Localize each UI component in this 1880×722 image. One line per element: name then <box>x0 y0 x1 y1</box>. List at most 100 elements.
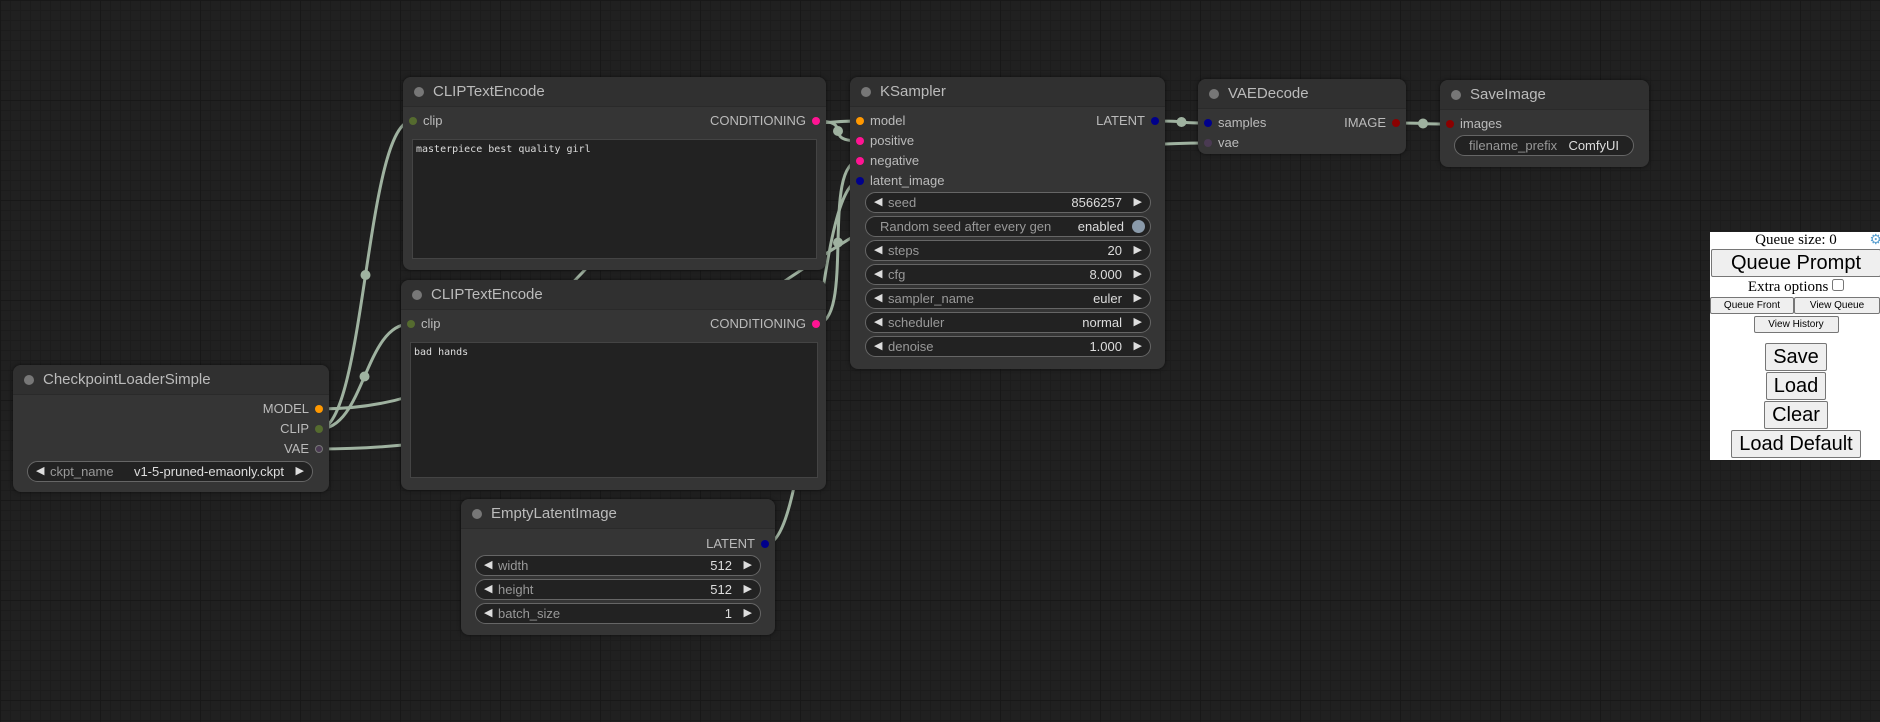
arrow-right-icon[interactable]: ▶ <box>295 465 304 477</box>
vae-decode-node[interactable]: VAEDecode samples vae IMAGE <box>1198 79 1406 154</box>
batch-size-widget[interactable]: ◀ batch_size 1 ▶ <box>475 603 761 624</box>
output-latent[interactable]: LATENT <box>1096 113 1165 129</box>
input-clip[interactable]: clip <box>403 113 443 129</box>
arrow-left-icon[interactable]: ◀ <box>874 244 883 256</box>
checkpoint-loader-node[interactable]: CheckpointLoaderSimple MODEL CLIP VAE ◀ c… <box>13 365 329 492</box>
arrow-right-icon[interactable]: ▶ <box>1133 244 1142 256</box>
arrow-left-icon[interactable]: ◀ <box>874 316 883 328</box>
slot-dot-icon[interactable] <box>856 157 864 165</box>
slot-dot-icon[interactable] <box>761 540 769 548</box>
input-vae[interactable]: vae <box>1198 135 1239 151</box>
input-negative[interactable]: negative <box>850 153 919 169</box>
toggle-knob-icon[interactable] <box>1132 220 1145 233</box>
slot-dot-icon[interactable] <box>856 117 864 125</box>
denoise-widget[interactable]: ◀ denoise 1.000 ▶ <box>865 336 1151 357</box>
slot-dot-icon[interactable] <box>409 117 417 125</box>
node-title[interactable]: VAEDecode <box>1198 79 1406 109</box>
slot-dot-icon[interactable] <box>1151 117 1159 125</box>
node-title[interactable]: CLIPTextEncode <box>401 280 826 310</box>
slot-dot-icon[interactable] <box>407 320 415 328</box>
collapse-dot-icon[interactable] <box>861 87 871 97</box>
height-widget[interactable]: ◀ height 512 ▶ <box>475 579 761 600</box>
width-widget[interactable]: ◀ width 512 ▶ <box>475 555 761 576</box>
cfg-widget[interactable]: ◀ cfg 8.000 ▶ <box>865 264 1151 285</box>
slot-dot-icon[interactable] <box>856 177 864 185</box>
input-images[interactable]: images <box>1440 116 1502 132</box>
arrow-left-icon[interactable]: ◀ <box>874 196 883 208</box>
load-default-button[interactable]: Load Default <box>1731 430 1861 458</box>
arrow-right-icon[interactable]: ▶ <box>1133 316 1142 328</box>
collapse-dot-icon[interactable] <box>1451 90 1461 100</box>
arrow-left-icon[interactable]: ◀ <box>874 292 883 304</box>
arrow-left-icon[interactable]: ◀ <box>484 559 493 571</box>
link-midpoint-handle[interactable] <box>360 270 371 280</box>
input-model[interactable]: model <box>850 113 905 129</box>
load-button[interactable]: Load <box>1766 372 1826 400</box>
slot-dot-icon[interactable] <box>1204 139 1212 147</box>
collapse-dot-icon[interactable] <box>412 290 422 300</box>
clear-button[interactable]: Clear <box>1764 401 1828 429</box>
prompt-textarea[interactable]: masterpiece best quality girl <box>412 139 817 259</box>
arrow-right-icon[interactable]: ▶ <box>1133 196 1142 208</box>
slot-dot-icon[interactable] <box>856 137 864 145</box>
collapse-dot-icon[interactable] <box>414 87 424 97</box>
input-clip[interactable]: clip <box>401 316 441 332</box>
input-latent-image[interactable]: latent_image <box>850 173 944 189</box>
link-midpoint-handle[interactable] <box>833 126 843 136</box>
ksampler-node[interactable]: KSampler model positive negative latent_… <box>850 77 1165 369</box>
output-image[interactable]: IMAGE <box>1344 115 1406 131</box>
output-conditioning[interactable]: CONDITIONING <box>710 113 826 129</box>
seed-widget[interactable]: ◀ seed 8566257 ▶ <box>865 192 1151 213</box>
extra-options-checkbox[interactable] <box>1832 279 1845 291</box>
collapse-dot-icon[interactable] <box>1209 89 1219 99</box>
link-midpoint-handle[interactable] <box>1418 118 1428 129</box>
slot-dot-icon[interactable] <box>1392 119 1400 127</box>
link-midpoint-handle[interactable] <box>833 237 843 248</box>
sampler-name-widget[interactable]: ◀ sampler_name euler ▶ <box>865 288 1151 309</box>
arrow-right-icon[interactable]: ▶ <box>743 583 752 595</box>
view-queue-button[interactable]: View Queue <box>1794 297 1880 314</box>
node-title[interactable]: CLIPTextEncode <box>403 77 826 107</box>
arrow-left-icon[interactable]: ◀ <box>36 465 45 477</box>
arrow-left-icon[interactable]: ◀ <box>874 268 883 280</box>
arrow-right-icon[interactable]: ▶ <box>743 559 752 571</box>
save-button[interactable]: Save <box>1765 343 1827 371</box>
scheduler-widget[interactable]: ◀ scheduler normal ▶ <box>865 312 1151 333</box>
output-vae[interactable]: VAE <box>284 441 329 457</box>
arrow-right-icon[interactable]: ▶ <box>1133 268 1142 280</box>
queue-front-button[interactable]: Queue Front <box>1710 297 1794 314</box>
view-history-button[interactable]: View History <box>1753 316 1839 333</box>
link-midpoint-handle[interactable] <box>1176 117 1187 127</box>
save-image-node[interactable]: SaveImage images filename_prefix ComfyUI <box>1440 80 1649 167</box>
slot-dot-icon[interactable] <box>812 320 820 328</box>
settings-gear-icon[interactable]: ⚙ <box>1869 233 1880 248</box>
empty-latent-image-node[interactable]: EmptyLatentImage LATENT ◀ width 512 ▶ ◀ heig… <box>461 499 775 635</box>
collapse-dot-icon[interactable] <box>472 509 482 519</box>
output-model[interactable]: MODEL <box>263 401 329 417</box>
slot-dot-icon[interactable] <box>1204 119 1212 127</box>
slot-dot-icon[interactable] <box>1446 120 1454 128</box>
steps-widget[interactable]: ◀ steps 20 ▶ <box>865 240 1151 261</box>
collapse-dot-icon[interactable] <box>24 375 34 385</box>
arrow-left-icon[interactable]: ◀ <box>484 607 493 619</box>
slot-dot-icon[interactable] <box>315 405 323 413</box>
output-conditioning[interactable]: CONDITIONING <box>710 316 826 332</box>
link-midpoint-handle[interactable] <box>359 371 370 382</box>
output-clip[interactable]: CLIP <box>280 421 329 437</box>
slot-dot-icon[interactable] <box>315 445 323 453</box>
arrow-left-icon[interactable]: ◀ <box>874 340 883 352</box>
node-title[interactable]: SaveImage <box>1440 80 1649 110</box>
arrow-right-icon[interactable]: ▶ <box>1133 340 1142 352</box>
clip-text-encode-positive-node[interactable]: CLIPTextEncode clip CONDITIONING masterp… <box>403 77 826 270</box>
slot-dot-icon[interactable] <box>315 425 323 433</box>
ckpt-name-combo[interactable]: ◀ ckpt_name v1-5-pruned-emaonly.ckpt ▶ <box>27 461 313 482</box>
random-seed-toggle[interactable]: Random seed after every gen enabled <box>865 216 1151 237</box>
arrow-left-icon[interactable]: ◀ <box>484 583 493 595</box>
node-title[interactable]: EmptyLatentImage <box>461 499 775 529</box>
arrow-right-icon[interactable]: ▶ <box>743 607 752 619</box>
input-samples[interactable]: samples <box>1198 115 1266 131</box>
output-latent[interactable]: LATENT <box>706 536 775 552</box>
input-positive[interactable]: positive <box>850 133 914 149</box>
arrow-right-icon[interactable]: ▶ <box>1133 292 1142 304</box>
slot-dot-icon[interactable] <box>812 117 820 125</box>
